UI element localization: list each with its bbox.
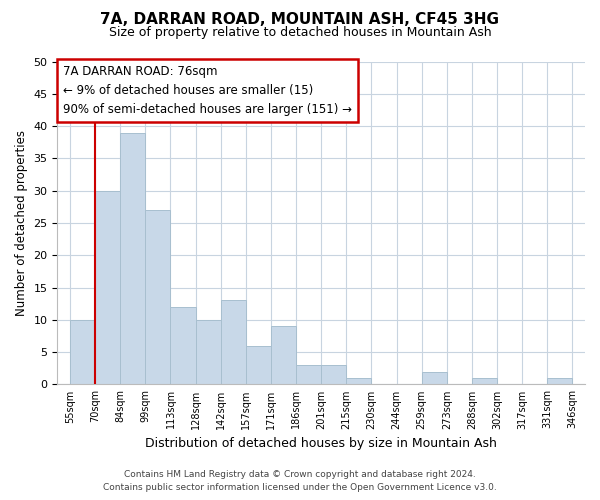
Text: Size of property relative to detached houses in Mountain Ash: Size of property relative to detached ho…: [109, 26, 491, 39]
Bar: [271, 326, 296, 384]
Y-axis label: Number of detached properties: Number of detached properties: [15, 130, 28, 316]
Bar: [296, 365, 321, 384]
Text: Contains HM Land Registry data © Crown copyright and database right 2024.
Contai: Contains HM Land Registry data © Crown c…: [103, 470, 497, 492]
Bar: [321, 365, 346, 384]
Bar: [170, 307, 196, 384]
Text: 7A, DARRAN ROAD, MOUNTAIN ASH, CF45 3HG: 7A, DARRAN ROAD, MOUNTAIN ASH, CF45 3HG: [101, 12, 499, 28]
Bar: [547, 378, 572, 384]
Bar: [120, 132, 145, 384]
Bar: [246, 346, 271, 385]
Bar: [221, 300, 246, 384]
Bar: [196, 320, 221, 384]
Bar: [422, 372, 447, 384]
Bar: [472, 378, 497, 384]
Bar: [346, 378, 371, 384]
Text: 7A DARRAN ROAD: 76sqm
← 9% of detached houses are smaller (15)
90% of semi-detac: 7A DARRAN ROAD: 76sqm ← 9% of detached h…: [62, 64, 352, 116]
Bar: [145, 210, 170, 384]
Bar: [95, 190, 120, 384]
Bar: [70, 320, 95, 384]
X-axis label: Distribution of detached houses by size in Mountain Ash: Distribution of detached houses by size …: [145, 437, 497, 450]
